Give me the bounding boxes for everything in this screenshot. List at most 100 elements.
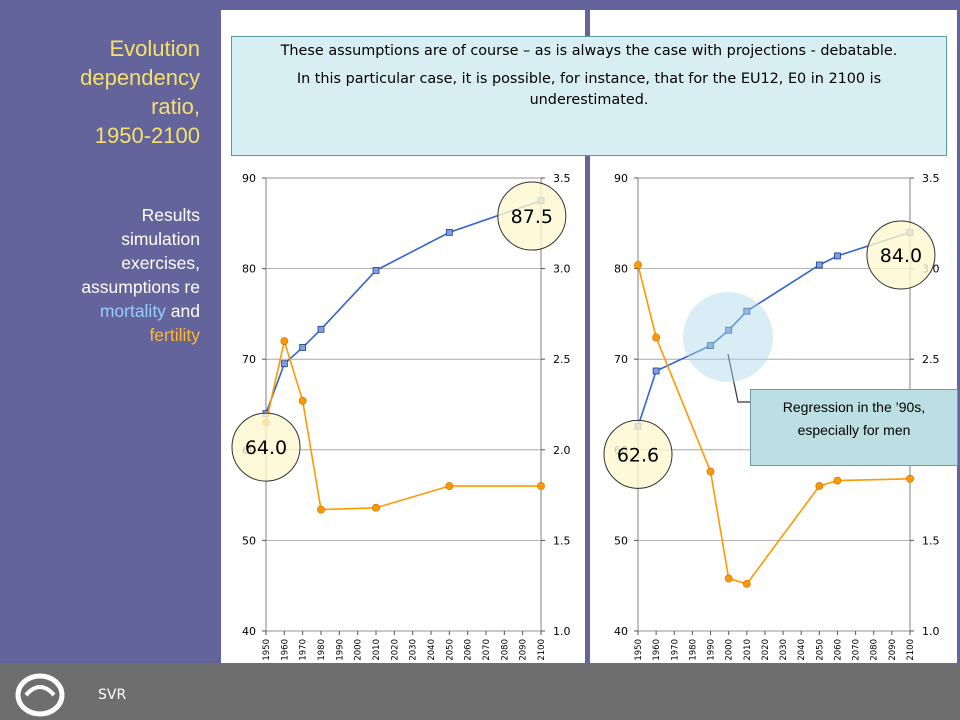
x-tick-label: 2000 [354, 639, 364, 661]
y2-tick-label: 2.5 [553, 353, 571, 366]
slide-subtitle: Results simulation exercises, assumption… [0, 203, 200, 347]
fertility-point [262, 418, 270, 427]
x-tick-label: 2040 [797, 639, 807, 661]
fertility-point [634, 261, 642, 269]
x-tick-label: 2100 [906, 639, 916, 661]
fertility-point [815, 482, 824, 490]
x-tick-label: 2060 [833, 639, 843, 661]
y2-tick-label: 1.0 [553, 625, 571, 638]
x-tick-label: 2030 [409, 639, 419, 661]
x-tick-label: 2050 [445, 639, 455, 661]
x-tick-label: 2030 [779, 639, 789, 661]
fertility-point [906, 474, 914, 483]
fertility-point [742, 579, 751, 588]
x-tick-label: 2090 [519, 639, 529, 661]
chart-left: 40 50 60 70 80 90 1.0 1.5 2.0 2.5 3.0 3.5 1950 1960 19… [242, 172, 571, 661]
title-line: Evolution [109, 36, 200, 61]
x-tick-label: 2070 [852, 639, 862, 661]
x-tick-label: 2090 [888, 639, 898, 661]
fertility-point [833, 476, 842, 485]
dependency-ratio-point [280, 360, 288, 368]
y2-tick-label: 1.5 [922, 534, 940, 547]
slide-title: Evolution dependency ratio, 1950-2100 [0, 34, 200, 150]
dependency-ratio-point [537, 197, 545, 205]
assumptions-callout: These assumptions are of course – as is … [231, 36, 947, 156]
fertility-point [372, 503, 380, 512]
y-tick-label: 40 [614, 625, 628, 638]
fertility-point [298, 396, 307, 405]
dependency-ratio-point [707, 342, 714, 350]
dependency-ratio-point [317, 325, 325, 333]
title-line: ratio, [151, 94, 200, 119]
x-tick-label: 1950 [634, 639, 644, 661]
x-tick-label: 2010 [743, 639, 753, 661]
x-tick-label: 2100 [537, 639, 547, 661]
fertility-point [652, 333, 661, 342]
x-tick-label: 1950 [262, 639, 272, 661]
y-tick-label: 50 [242, 534, 256, 547]
dependency-ratio-point [445, 228, 453, 236]
subtitle-line-mortality-and: mortality and [0, 299, 200, 323]
y-tick-label: 80 [614, 263, 628, 276]
y2-tick-label: 3.5 [922, 172, 940, 185]
y-tick-label: 70 [614, 353, 628, 366]
plot-area [265, 177, 542, 632]
fertility-point [317, 505, 325, 514]
dependency-ratio-point [725, 326, 733, 334]
subtitle-line: Results [141, 205, 200, 225]
logo-icon [15, 673, 65, 717]
y2-tick-label: 1.0 [922, 625, 940, 638]
mortality-word: mortality [99, 301, 166, 321]
fertility-point [445, 482, 454, 490]
x-tick-label: 1990 [335, 639, 345, 661]
fertility-word: fertility [149, 325, 200, 345]
regression-note: Regression in the ’90s, especially for m… [750, 389, 958, 466]
fertility-point [280, 337, 289, 345]
x-tick-label: 1970 [299, 639, 309, 661]
x-tick-label: 2020 [761, 639, 771, 661]
dependency-ratio-point [652, 367, 660, 375]
dependency-ratio-point [815, 261, 823, 269]
y-tick-label: 70 [242, 353, 256, 366]
fertility-point [706, 467, 715, 476]
fertility-point [724, 574, 733, 583]
y2-tick-label: 2.5 [922, 353, 940, 366]
dependency-ratio-point [834, 252, 841, 260]
y2-tick-label: 3.0 [553, 263, 571, 276]
callout-line: In this particular case, it is possible,… [296, 71, 882, 108]
y2-tick-label: 2.0 [553, 444, 571, 457]
y-tick-label: 90 [242, 172, 256, 185]
footer-bar: SVR [0, 663, 960, 720]
x-tick-label: 2050 [815, 639, 825, 661]
x-tick-label: 2060 [464, 639, 474, 661]
y-tick-label: 50 [614, 534, 628, 547]
fertility-point [537, 482, 545, 490]
y-tick-label: 60 [242, 444, 256, 457]
y-tick-label: 80 [242, 263, 256, 276]
and-word: and [165, 301, 200, 321]
dependency-ratio-point [634, 422, 642, 430]
x-tick-label: 1980 [317, 639, 327, 661]
y-tick-label: 40 [242, 625, 256, 638]
x-tick-label: 1960 [652, 639, 662, 661]
note-line: Regression in the ’90s, [782, 399, 926, 415]
x-tick-label: 1960 [280, 639, 290, 661]
dependency-ratio-point [372, 267, 380, 274]
footer-label: SVR [98, 687, 127, 703]
x-tick-label: 2020 [390, 639, 400, 661]
x-tick-label: 2070 [482, 639, 492, 661]
x-tick-label: 2040 [427, 639, 437, 661]
y-tick-label: 90 [614, 172, 628, 185]
x-tick-label: 1990 [707, 639, 717, 661]
title-line: 1950-2100 [94, 123, 200, 148]
callout-line: These assumptions are of course – as is … [280, 43, 898, 59]
y2-tick-label: 3.5 [553, 172, 571, 185]
dependency-ratio-point [299, 344, 307, 351]
x-tick-label: 1970 [670, 639, 680, 661]
note-pointer [727, 353, 752, 403]
x-tick-label: 2080 [500, 639, 510, 661]
dependency-ratio-point [906, 228, 914, 236]
dependency-ratio-point [743, 307, 751, 315]
x-tick-label: 2010 [372, 639, 382, 661]
y2-tick-label: 3.0 [922, 263, 940, 276]
